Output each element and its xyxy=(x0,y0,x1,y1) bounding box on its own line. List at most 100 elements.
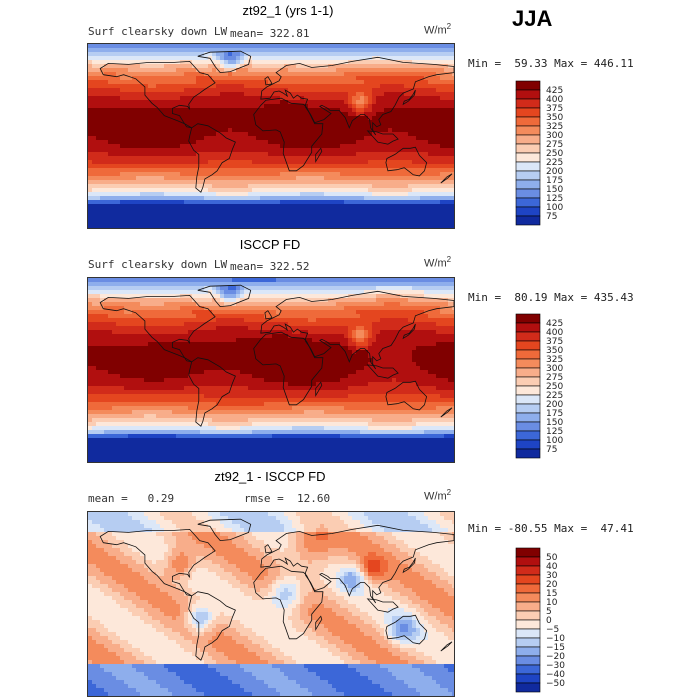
panel1-colorbar: 425 400 375 350 325 300 275 250 225 200 175 150 125 1… xyxy=(515,80,575,226)
colorbar-swatch xyxy=(515,340,541,351)
colorbar-swatch xyxy=(515,170,541,181)
panel3-map xyxy=(87,511,455,697)
colorbar-swatch xyxy=(515,215,541,226)
coastline-australia xyxy=(385,146,428,177)
colorbar-tick-label: 75 xyxy=(546,212,557,222)
colorbar-tick-label: 325 xyxy=(546,355,563,365)
colorbar-swatch xyxy=(515,89,541,100)
panel2-variable-label: Surf clearsky down LW xyxy=(88,258,228,271)
colorbar-tick-label: 300 xyxy=(546,131,563,141)
panel2-min-max: Min = 80.19 Max = 435.43 xyxy=(468,291,634,304)
coastline-madagascar xyxy=(315,147,323,164)
coastline-south-america xyxy=(188,591,236,661)
panel2-colorbar: 425 400 375 350 325 300 275 250 225 200 175 150 125 1… xyxy=(515,313,575,459)
panel1-units: W/m2 xyxy=(424,22,452,37)
colorbar-tick-label: 425 xyxy=(546,86,563,96)
panel2-mean-label: mean= 322.52 xyxy=(230,260,310,273)
coastline-australia xyxy=(385,380,428,411)
colorbar-tick-label: 150 xyxy=(546,185,563,195)
panel1-min-max: Min = 59.33 Max = 446.11 xyxy=(468,57,634,70)
colorbar-tick-label: 325 xyxy=(546,122,563,132)
coastline-japan xyxy=(402,89,416,106)
colorbar-swatch xyxy=(515,161,541,172)
coastline-new-zealand xyxy=(440,173,453,184)
coastline-madagascar xyxy=(315,381,323,398)
colorbar-swatch xyxy=(515,646,541,657)
colorbar-swatch xyxy=(515,107,541,118)
colorbar-tick-label: 425 xyxy=(546,319,563,329)
colorbar-tick-label: 200 xyxy=(546,167,563,177)
colorbar-tick-label: 20 xyxy=(546,580,558,590)
panel2-title: ISCCP FD xyxy=(239,237,301,252)
coastline-north-america xyxy=(99,294,216,363)
coastline-japan xyxy=(402,323,416,340)
colorbar-swatch xyxy=(515,655,541,666)
colorbar-tick-label: 250 xyxy=(546,382,563,392)
colorbar-swatch xyxy=(515,143,541,154)
coastline-indonesia xyxy=(366,130,399,145)
field-cells xyxy=(88,512,454,696)
colorbar-swatch xyxy=(515,610,541,621)
panel3-units: W/m2 xyxy=(424,488,452,503)
colorbar-swatch xyxy=(515,188,541,199)
coastline-africa xyxy=(253,331,324,406)
colorbar-tick-label: 125 xyxy=(546,427,563,437)
coastline-south-america xyxy=(188,357,236,427)
colorbar-tick-label: 225 xyxy=(546,391,563,401)
coastline-greenland xyxy=(197,284,252,308)
colorbar-swatch xyxy=(515,313,541,324)
colorbar-tick-label: 250 xyxy=(546,149,563,159)
coastline-north-america xyxy=(99,528,216,597)
colorbar-swatch xyxy=(515,682,541,693)
colorbar-swatch xyxy=(515,98,541,109)
colorbar-tick-label: 225 xyxy=(546,158,563,168)
panel1-title: zt92_1 (yrs 1-1) xyxy=(242,3,334,18)
colorbar-swatch xyxy=(515,322,541,333)
colorbar-tick-label: 175 xyxy=(546,409,563,419)
colorbar-tick-label: 375 xyxy=(546,104,563,114)
colorbar-swatch xyxy=(515,394,541,405)
colorbar-swatch xyxy=(515,125,541,136)
panel3-min-max: Min = -80.55 Max = 47.41 xyxy=(468,522,634,535)
colorbar-tick-label: 50 xyxy=(546,553,558,563)
colorbar-swatch xyxy=(515,556,541,567)
coastline-new-zealand xyxy=(440,641,453,652)
colorbar-tick-label: 5 xyxy=(546,607,552,617)
coastline-eurasia xyxy=(260,56,454,136)
coastline-uk xyxy=(264,310,273,320)
panel3-mean-label: mean = 0.29 xyxy=(88,492,175,505)
colorbar-swatch xyxy=(515,664,541,675)
colorbar-swatch xyxy=(515,583,541,594)
colorbar-tick-label: −20 xyxy=(546,652,565,662)
colorbar-tick-label: 400 xyxy=(546,328,563,338)
colorbar-tick-label: −15 xyxy=(546,643,565,653)
colorbar-tick-label: 175 xyxy=(546,176,563,186)
coastline-madagascar xyxy=(315,615,323,632)
colorbar-tick-label: −30 xyxy=(546,661,565,671)
colorbar-tick-label: 400 xyxy=(546,95,563,105)
colorbar-tick-label: 350 xyxy=(546,346,563,356)
season-label: JJA xyxy=(512,6,553,31)
coastline-africa xyxy=(253,97,324,172)
coastline-greenland xyxy=(197,518,252,542)
colorbar-tick-label: 100 xyxy=(546,203,563,213)
colorbar-swatch xyxy=(515,134,541,145)
panel3-map-field xyxy=(88,512,454,696)
colorbar-tick-label: 150 xyxy=(546,418,563,428)
colorbar-tick-label: 200 xyxy=(546,400,563,410)
colorbar-tick-label: 350 xyxy=(546,113,563,123)
colorbar-tick-label: 300 xyxy=(546,364,563,374)
colorbar-swatch xyxy=(515,601,541,612)
panel2-units: W/m2 xyxy=(424,255,452,270)
coastline-eurasia xyxy=(260,524,454,604)
panel1-mean-label: mean= 322.81 xyxy=(230,27,310,40)
colorbar-tick-label: 275 xyxy=(546,140,563,150)
coastline-africa xyxy=(253,565,324,640)
colorbar-swatch xyxy=(515,430,541,441)
colorbar-swatch xyxy=(515,376,541,387)
coastline-indonesia xyxy=(366,364,399,379)
colorbar-swatch xyxy=(515,412,541,423)
colorbar-swatch xyxy=(515,448,541,459)
coastline-australia xyxy=(385,614,428,645)
panel3-rmse-label: rmse = 12.60 xyxy=(244,492,331,505)
